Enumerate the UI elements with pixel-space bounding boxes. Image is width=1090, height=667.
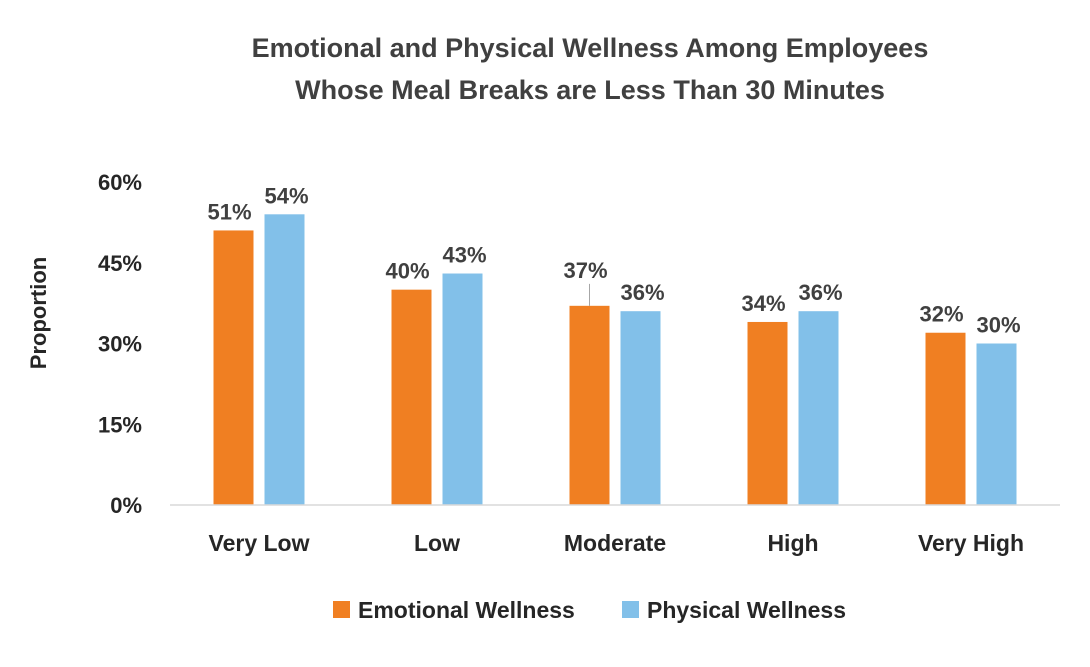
legend-label-emotional: Emotional Wellness (358, 597, 575, 623)
bar-emotional-moderate (569, 305, 610, 505)
bar-physical-very-high (976, 343, 1017, 505)
x-category-label: Very Low (209, 530, 310, 556)
bar-physical-low (442, 273, 483, 505)
data-label: 36% (620, 280, 664, 305)
bar-physical-moderate (620, 311, 661, 505)
y-axis-ticks: 0% 15% 30% 45% 60% (98, 170, 142, 518)
bar-emotional-very-low (213, 230, 254, 505)
data-label: 51% (207, 199, 251, 224)
data-label: 43% (442, 243, 486, 268)
y-tick-label: 15% (98, 412, 142, 437)
bars (213, 214, 1017, 506)
chart-title-line-1: Emotional and Physical Wellness Among Em… (252, 33, 929, 63)
data-label: 34% (741, 291, 785, 316)
bar-physical-high (798, 311, 839, 505)
y-tick-label: 60% (98, 170, 142, 195)
data-label: 37% (563, 258, 607, 283)
data-label: 54% (264, 183, 308, 208)
x-axis-categories: Very Low Low Moderate High Very High (209, 530, 1025, 556)
chart-title-line-2: Whose Meal Breaks are Less Than 30 Minut… (295, 75, 885, 105)
data-label: 40% (385, 259, 429, 284)
legend-swatch-emotional (333, 601, 350, 618)
x-category-label: Very High (918, 530, 1024, 556)
data-labels: 51% 54% 40% 43% 37% 36% 34% 36% 32% 30% (207, 183, 1020, 337)
bar-emotional-very-high (925, 332, 966, 505)
y-tick-label: 30% (98, 332, 142, 357)
data-label: 36% (798, 280, 842, 305)
y-tick-label: 0% (110, 493, 142, 518)
data-label: 30% (976, 313, 1020, 338)
y-axis-title: Proportion (26, 257, 51, 369)
chart-title: Emotional and Physical Wellness Among Em… (252, 33, 929, 105)
x-category-label: High (767, 530, 818, 556)
bar-emotional-low (391, 289, 432, 505)
y-tick-label: 45% (98, 251, 142, 276)
legend: Emotional Wellness Physical Wellness (333, 597, 846, 623)
x-category-label: Moderate (564, 530, 666, 556)
legend-swatch-physical (622, 601, 639, 618)
data-label: 32% (919, 302, 963, 327)
x-category-label: Low (414, 530, 460, 556)
legend-label-physical: Physical Wellness (647, 597, 846, 623)
bar-physical-very-low (264, 214, 305, 506)
bar-emotional-high (747, 321, 788, 505)
